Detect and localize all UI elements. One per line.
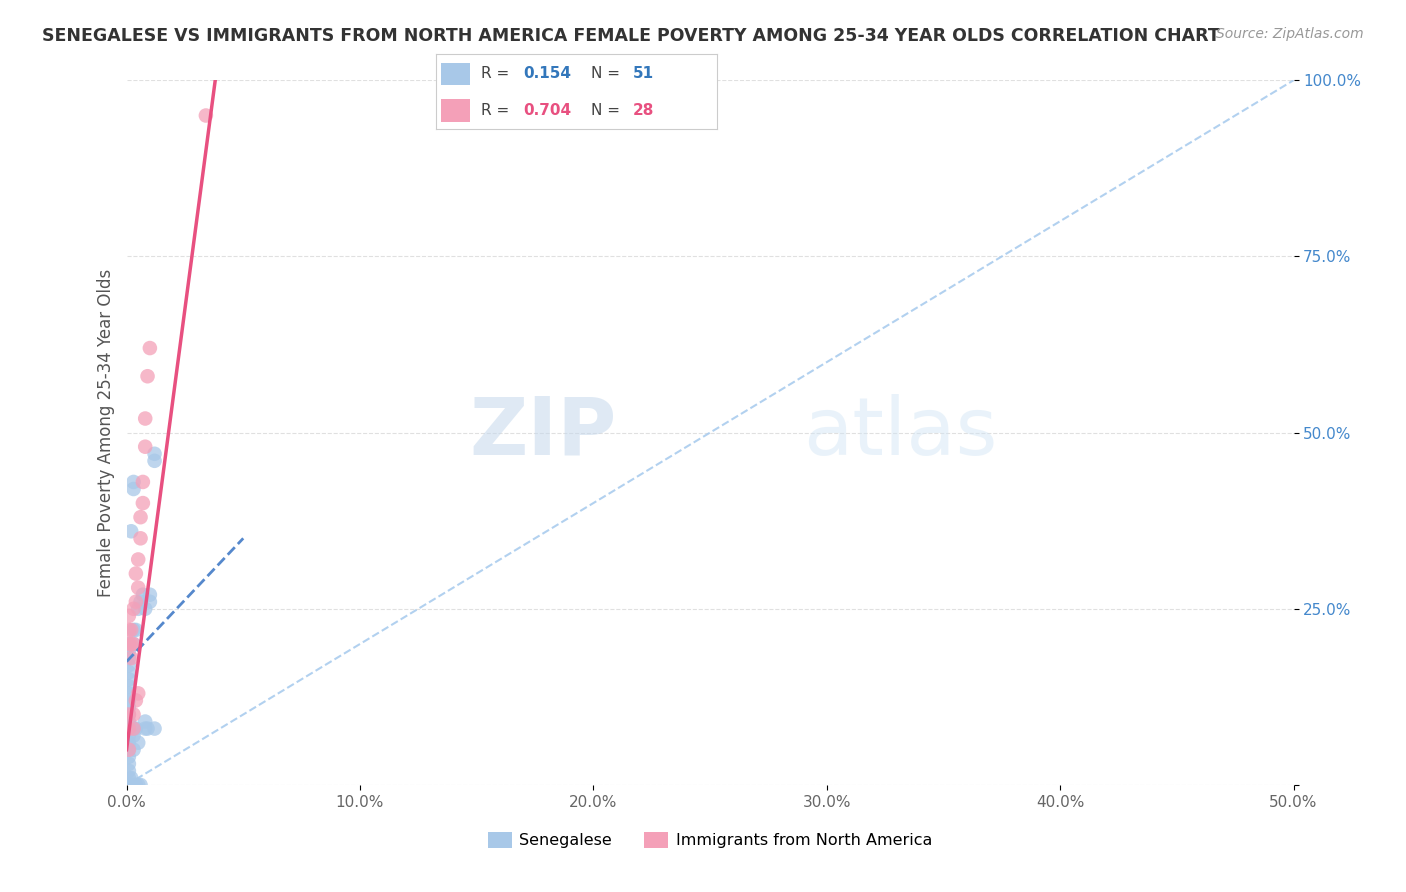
Point (134, 411, 156, 425)
Point (132, 475, 155, 489)
Point (120, 637, 142, 651)
Point (127, 601, 149, 615)
Point (132, 588, 155, 602)
Point (143, 454, 166, 468)
Point (132, 496, 155, 510)
Text: 28: 28 (633, 103, 654, 118)
Point (122, 482, 145, 496)
Point (125, 595, 148, 609)
Point (122, 707, 145, 722)
Point (118, 778, 141, 792)
Point (194, 109, 217, 123)
Point (122, 742, 145, 756)
Text: N =: N = (591, 67, 624, 81)
Point (118, 714, 141, 729)
Point (125, 566, 148, 581)
Point (122, 601, 145, 615)
Point (118, 637, 141, 651)
Point (136, 369, 159, 384)
FancyBboxPatch shape (441, 99, 470, 122)
Point (139, 595, 162, 609)
Point (127, 778, 149, 792)
Point (118, 729, 141, 743)
Point (118, 722, 141, 736)
Point (134, 601, 156, 615)
Text: 0.704: 0.704 (523, 103, 571, 118)
Point (118, 742, 141, 756)
Text: ZIP: ZIP (470, 393, 617, 472)
Point (129, 778, 152, 792)
Point (118, 756, 141, 771)
Point (118, 673, 141, 687)
Point (118, 749, 141, 764)
Point (122, 729, 145, 743)
Point (125, 693, 148, 707)
Text: R =: R = (481, 67, 515, 81)
Text: SENEGALESE VS IMMIGRANTS FROM NORTH AMERICA FEMALE POVERTY AMONG 25-34 YEAR OLDS: SENEGALESE VS IMMIGRANTS FROM NORTH AMER… (42, 27, 1220, 45)
Point (122, 637, 145, 651)
Point (139, 588, 162, 602)
Y-axis label: Female Poverty Among 25-34 Year Olds: Female Poverty Among 25-34 Year Olds (97, 268, 115, 597)
Point (118, 679, 141, 693)
Text: R =: R = (481, 103, 515, 118)
Point (118, 707, 141, 722)
Point (122, 722, 145, 736)
Point (129, 510, 152, 524)
Point (118, 707, 141, 722)
Point (129, 532, 152, 546)
Point (118, 651, 141, 665)
Text: 51: 51 (633, 67, 654, 81)
Point (118, 686, 141, 700)
Text: Source: ZipAtlas.com: Source: ZipAtlas.com (1216, 27, 1364, 41)
Point (120, 651, 142, 665)
Point (120, 778, 142, 792)
Point (118, 742, 141, 756)
Point (143, 722, 166, 736)
Point (118, 722, 141, 736)
Point (139, 341, 162, 355)
Point (120, 524, 142, 539)
Point (125, 722, 148, 736)
Text: atlas: atlas (803, 393, 998, 472)
Point (118, 764, 141, 778)
Point (118, 623, 141, 637)
Point (118, 608, 141, 623)
Point (118, 644, 141, 658)
Point (120, 623, 142, 637)
Point (122, 623, 145, 637)
Point (125, 778, 148, 792)
Point (143, 447, 166, 461)
Point (134, 714, 156, 729)
Point (122, 637, 145, 651)
Point (118, 665, 141, 680)
Point (127, 581, 149, 595)
Point (118, 778, 141, 792)
Point (134, 722, 156, 736)
Point (120, 771, 142, 785)
Point (118, 736, 141, 750)
Point (129, 595, 152, 609)
Point (122, 475, 145, 489)
FancyBboxPatch shape (441, 62, 470, 86)
Point (127, 686, 149, 700)
Point (125, 623, 148, 637)
Point (118, 637, 141, 651)
Point (122, 778, 145, 792)
Point (127, 736, 149, 750)
Point (122, 722, 145, 736)
Point (118, 700, 141, 714)
Text: 0.154: 0.154 (523, 67, 571, 81)
Point (134, 440, 156, 454)
Point (118, 693, 141, 707)
Point (127, 552, 149, 566)
Point (118, 771, 141, 785)
Legend: Senegalese, Immigrants from North America: Senegalese, Immigrants from North Americ… (481, 825, 939, 855)
Point (118, 658, 141, 673)
Point (136, 722, 159, 736)
Text: N =: N = (591, 103, 624, 118)
